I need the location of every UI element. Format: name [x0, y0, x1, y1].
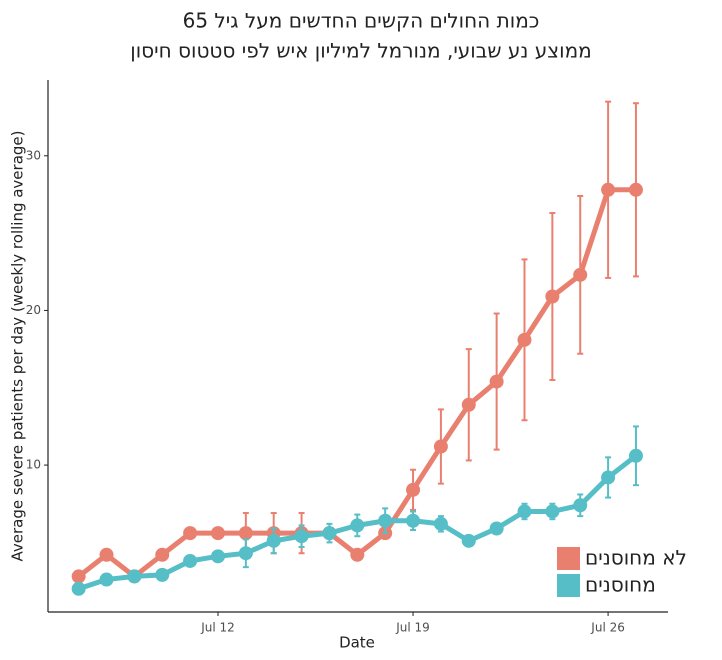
point — [127, 569, 142, 584]
point — [71, 569, 86, 584]
point — [433, 516, 448, 531]
chart-subtitle: ממוצע נע שבועי, מנורמל למיליון איש לפי ס… — [130, 39, 591, 63]
point — [573, 267, 588, 282]
point — [210, 526, 225, 541]
point — [155, 547, 170, 562]
legend-swatch — [557, 547, 580, 570]
legend-swatch — [557, 574, 580, 597]
x-tick-label: Jul 12 — [200, 621, 235, 635]
point — [433, 439, 448, 454]
point — [545, 289, 560, 304]
point — [489, 521, 504, 536]
point — [99, 547, 114, 562]
point — [461, 533, 476, 548]
point — [545, 504, 560, 519]
y-tick-label: 30 — [26, 148, 41, 162]
point — [628, 182, 643, 197]
point — [601, 470, 616, 485]
point — [238, 546, 253, 561]
point — [183, 553, 198, 568]
chart-title: כמות החולים הקשים החדשים מעל גיל 65 — [183, 9, 540, 33]
point — [489, 374, 504, 389]
point — [573, 498, 588, 513]
point — [517, 332, 532, 347]
point — [601, 182, 616, 197]
point — [406, 482, 421, 497]
point — [461, 397, 476, 412]
point — [628, 448, 643, 463]
y-axis-label: Average severe patients per day (weekly … — [9, 130, 27, 561]
y-tick-label: 20 — [26, 303, 41, 317]
point — [350, 518, 365, 533]
point — [71, 581, 86, 596]
point — [99, 572, 114, 587]
point — [406, 513, 421, 528]
point — [183, 526, 198, 541]
point — [238, 526, 253, 541]
point — [155, 567, 170, 582]
point — [350, 547, 365, 562]
point — [266, 533, 281, 548]
y-tick-label: 10 — [26, 458, 41, 472]
point — [294, 529, 309, 544]
x-tick-label: Jul 19 — [395, 621, 430, 635]
point — [322, 526, 337, 541]
point — [517, 504, 532, 519]
legend-label: לא מחוסנים — [585, 546, 687, 570]
point — [378, 513, 393, 528]
x-tick-label: Jul 26 — [590, 621, 625, 635]
x-axis-label: Date — [339, 634, 375, 652]
point — [210, 549, 225, 564]
legend-label: מחוסנים — [585, 573, 656, 597]
